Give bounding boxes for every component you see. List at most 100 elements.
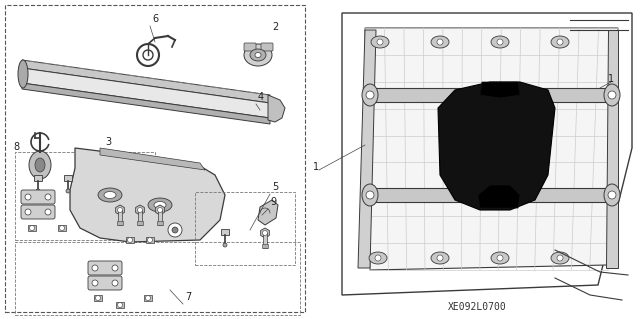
Polygon shape [367, 88, 614, 102]
Bar [118, 210, 122, 225]
Circle shape [145, 295, 150, 300]
Bar [263, 233, 267, 248]
Text: 6: 6 [152, 14, 158, 24]
Polygon shape [22, 83, 270, 124]
Ellipse shape [104, 191, 116, 198]
Text: 3: 3 [105, 137, 111, 147]
Ellipse shape [35, 158, 45, 172]
Circle shape [377, 39, 383, 45]
Bar [5, 5, 305, 312]
Ellipse shape [431, 36, 449, 48]
Text: 1: 1 [313, 162, 319, 172]
Bar [138, 210, 142, 225]
Bar [221, 229, 229, 235]
Bar [34, 175, 42, 181]
Circle shape [147, 238, 152, 242]
Circle shape [172, 227, 178, 233]
Ellipse shape [362, 84, 378, 106]
Polygon shape [342, 13, 632, 295]
Circle shape [127, 238, 132, 242]
Circle shape [45, 209, 51, 215]
Bar [126, 237, 134, 243]
Circle shape [223, 243, 227, 247]
Circle shape [366, 191, 374, 199]
FancyBboxPatch shape [88, 276, 122, 290]
Bar [157, 221, 163, 225]
Bar [15, 152, 155, 240]
FancyBboxPatch shape [244, 43, 256, 51]
Bar [144, 295, 152, 301]
Polygon shape [22, 60, 270, 103]
Ellipse shape [604, 184, 620, 206]
Ellipse shape [362, 184, 378, 206]
Ellipse shape [154, 202, 166, 209]
Circle shape [375, 255, 381, 261]
Ellipse shape [250, 49, 266, 61]
Circle shape [29, 226, 35, 231]
FancyBboxPatch shape [21, 205, 55, 219]
Ellipse shape [18, 60, 28, 88]
Circle shape [157, 207, 163, 212]
Ellipse shape [491, 252, 509, 264]
Circle shape [557, 255, 563, 261]
Circle shape [92, 280, 98, 286]
Text: 1: 1 [608, 74, 614, 84]
Text: 9: 9 [270, 197, 276, 207]
Bar [15, 242, 300, 315]
Bar [117, 221, 123, 225]
Circle shape [45, 194, 51, 200]
Circle shape [36, 189, 40, 193]
Text: 4: 4 [258, 92, 264, 102]
Ellipse shape [244, 44, 272, 66]
Bar [146, 237, 154, 243]
Circle shape [118, 302, 122, 308]
Polygon shape [358, 30, 376, 268]
Polygon shape [368, 188, 612, 202]
Circle shape [60, 226, 65, 231]
Ellipse shape [604, 84, 620, 106]
Polygon shape [438, 82, 555, 210]
Polygon shape [268, 95, 285, 122]
Circle shape [112, 265, 118, 271]
Ellipse shape [371, 36, 389, 48]
FancyBboxPatch shape [21, 190, 55, 204]
Polygon shape [116, 205, 124, 215]
Polygon shape [100, 148, 205, 170]
Polygon shape [260, 228, 269, 238]
Bar [28, 225, 36, 231]
Bar [116, 302, 124, 308]
Bar [94, 295, 102, 301]
Ellipse shape [98, 188, 122, 202]
Ellipse shape [255, 53, 261, 57]
Ellipse shape [29, 151, 51, 179]
Circle shape [437, 39, 443, 45]
Bar [195, 192, 295, 265]
Text: 7: 7 [185, 292, 191, 302]
Bar [158, 210, 162, 225]
Polygon shape [258, 200, 278, 225]
Circle shape [557, 39, 563, 45]
Circle shape [118, 207, 122, 212]
Polygon shape [606, 30, 618, 268]
FancyBboxPatch shape [261, 43, 273, 51]
Bar [262, 244, 268, 248]
Circle shape [608, 191, 616, 199]
Ellipse shape [148, 198, 172, 212]
Circle shape [497, 39, 503, 45]
Ellipse shape [431, 252, 449, 264]
Ellipse shape [551, 36, 569, 48]
Circle shape [608, 91, 616, 99]
Polygon shape [70, 148, 225, 242]
Text: 8: 8 [13, 142, 19, 152]
Circle shape [262, 231, 268, 235]
Ellipse shape [491, 36, 509, 48]
Text: 5: 5 [272, 182, 278, 192]
Circle shape [25, 209, 31, 215]
Circle shape [66, 189, 70, 193]
Polygon shape [136, 205, 145, 215]
Polygon shape [480, 82, 520, 98]
Polygon shape [365, 28, 618, 270]
Text: XE092L0700: XE092L0700 [448, 302, 507, 312]
Polygon shape [156, 205, 164, 215]
Circle shape [138, 207, 143, 212]
